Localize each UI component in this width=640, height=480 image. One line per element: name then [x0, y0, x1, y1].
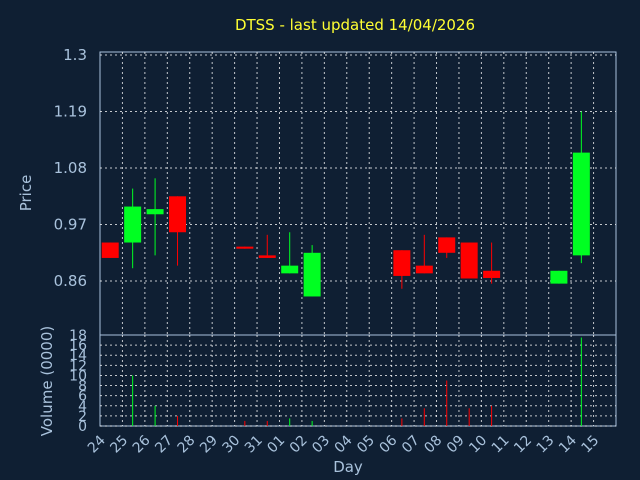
x-tick-label: 12: [511, 433, 535, 457]
price-tick-label: 1.19: [54, 103, 87, 121]
candle-body: [169, 196, 187, 233]
x-tick-label: 31: [242, 433, 266, 457]
candle: [169, 196, 187, 266]
volume-tick-label: 10: [69, 368, 87, 384]
volume-series: [132, 337, 582, 426]
candle-body: [101, 242, 119, 258]
x-tick-label: 11: [489, 433, 513, 457]
candle-body: [483, 270, 501, 278]
x-tick-label: 09: [444, 433, 468, 457]
x-tick-label: 28: [175, 433, 199, 457]
candle: [146, 178, 164, 256]
x-tick-label: 03: [309, 433, 333, 457]
x-tick-labels: 2425262728293031010203040506070809101112…: [85, 432, 602, 456]
candle: [236, 246, 254, 249]
x-axis-label: Day: [333, 458, 363, 476]
chart-title: DTSS - last updated 14/04/2026: [235, 16, 475, 34]
volume-tick-label: 8: [78, 379, 87, 395]
candle-body: [303, 252, 321, 297]
volume-tick-label: 16: [69, 338, 87, 354]
candle-body: [146, 209, 164, 215]
volume-axis-label: Volume (0000): [38, 326, 56, 436]
candle: [460, 242, 478, 279]
volume-tick-label: 14: [69, 348, 87, 364]
price-panel-frame: [99, 51, 617, 336]
candle: [124, 188, 142, 269]
x-tick-label: 08: [421, 433, 445, 457]
candle: [572, 111, 590, 264]
x-tick-label: 26: [130, 432, 154, 456]
x-tick-label: 30: [220, 433, 244, 457]
candle-body: [550, 270, 568, 284]
volume-grid: [100, 335, 616, 427]
candle: [393, 250, 411, 289]
candle: [101, 242, 119, 258]
x-tick-label: 13: [534, 433, 558, 457]
candle: [281, 232, 299, 274]
price-tick-label: 1.3: [63, 46, 87, 64]
x-tick-label: 29: [197, 433, 221, 457]
price-axis-label: Price: [17, 175, 35, 212]
price-tick-label: 0.97: [54, 216, 87, 234]
x-tick-label: 24: [85, 432, 109, 456]
candle: [438, 237, 456, 258]
x-tick-label: 15: [578, 433, 602, 457]
candle-body: [572, 152, 590, 256]
candle-body: [281, 265, 299, 274]
candle-body: [258, 255, 276, 258]
x-tick-label: 05: [354, 433, 378, 457]
x-tick-label: 25: [107, 433, 131, 457]
candlestick-series: [101, 111, 590, 297]
x-tick-label: 07: [399, 433, 423, 457]
candle-body: [438, 237, 456, 253]
x-tick-label: 04: [332, 432, 356, 456]
x-tick-label: 02: [287, 433, 311, 457]
x-tick-label: 01: [264, 433, 288, 457]
price-tick-label: 0.86: [54, 272, 87, 290]
candle: [483, 242, 501, 284]
volume-tick-label: 2: [78, 409, 87, 425]
candle: [258, 234, 276, 258]
candle-body: [460, 242, 478, 279]
candle: [415, 234, 433, 274]
volume-tick-label: 18: [69, 328, 87, 344]
candle-body: [415, 265, 433, 274]
volume-tick-label: 12: [69, 358, 87, 374]
candle-body: [236, 246, 254, 249]
candle: [303, 245, 321, 297]
x-tick-label: 14: [556, 432, 580, 456]
candle-body: [393, 250, 411, 276]
volume-tick-label: 6: [78, 389, 87, 405]
volume-tick-label: 0: [78, 419, 87, 435]
candle-body: [124, 206, 142, 243]
volume-panel-frame: [99, 334, 617, 427]
x-tick-label: 27: [152, 433, 176, 457]
price-tick-labels: 1.3 1.19 1.08 0.97 0.86: [54, 46, 87, 290]
volume-tick-label: 4: [78, 399, 87, 415]
candle: [550, 270, 568, 284]
x-tick-label: 06: [377, 432, 401, 456]
x-tick-label: 10: [466, 433, 490, 457]
price-tick-label: 1.08: [54, 159, 87, 177]
price-grid: [100, 52, 616, 335]
